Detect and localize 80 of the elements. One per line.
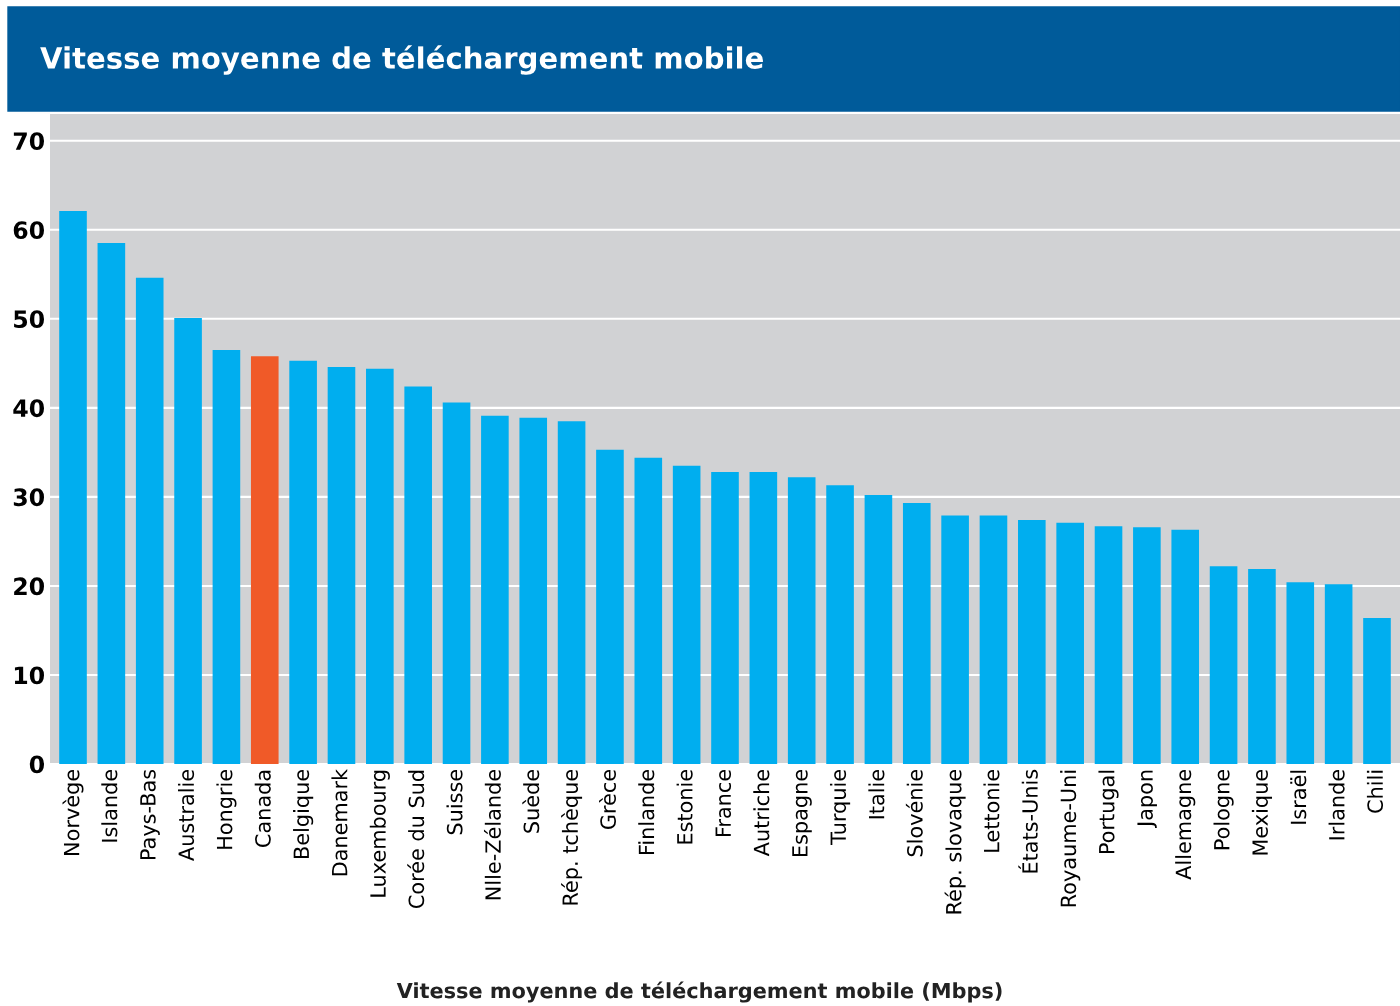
bar [1133,527,1161,764]
x-tick-label: Corée du Sud [407,770,425,909]
bar [787,477,816,764]
y-tick-label: 20 [14,577,45,596]
x-tick-label: Estonie [676,769,693,844]
y-tick-label: 40 [13,399,45,418]
y-tick-label: 10 [14,666,45,685]
bar [979,515,1008,764]
x-tick-label: Irlande [1328,769,1345,840]
bar [327,366,356,764]
x-tick-label: Israël [1290,770,1307,824]
bar [59,211,87,764]
bar [941,515,969,764]
x-tick-label: États-Unis [1018,769,1038,873]
x-tick-label: Suède [522,769,540,833]
bar [404,386,432,764]
bar [1018,520,1046,764]
bar [711,471,739,764]
x-tick-label: Autriche [753,769,770,857]
bar [1094,526,1123,764]
bar [1286,582,1315,764]
x-tick-label: Mexique [1251,769,1273,855]
x-tick-label: Norvège [62,769,84,855]
x-tick-label: Pologne [1213,769,1234,850]
bar [826,485,854,764]
y-tick-label: 30 [13,488,45,507]
x-tick-label: Italie [868,769,885,819]
bar [557,421,586,764]
bar [212,349,241,764]
x-tick-label: Rép. tchèque [561,769,583,905]
x-tick-label: Slovénie [905,769,923,857]
x-tick-label: Finlande [638,769,655,855]
x-tick-label: Danemark [331,768,348,876]
bar [174,317,202,764]
x-tick-label: Canada [254,770,271,847]
x-tick-label: Australie [177,769,195,861]
bar [289,360,317,764]
bar [596,449,624,764]
x-tick-label: Pays-Bas [140,769,160,860]
bar [481,415,509,764]
x-tick-label: Portugal [1098,770,1119,854]
bar [902,503,931,764]
y-tick-label: 70 [13,132,45,151]
x-tick-label: Turquie [829,769,851,845]
bar [864,495,893,764]
bar [634,457,663,764]
x-tick-label: Islande [101,769,118,842]
bar [250,356,279,764]
x-tick-label: Hongrie [216,769,237,849]
bar [749,471,778,764]
x-tick-label: Japon [1137,770,1157,829]
y-tick-label: 60 [13,221,45,240]
bar [366,368,394,764]
x-tick-label: Royaume-Uni [1060,770,1081,907]
x-tick-label: Chili [1366,770,1384,813]
y-tick-label: 50 [14,310,45,329]
bar [1056,522,1084,764]
y-tick-label: 0 [29,755,45,774]
bar [672,465,701,764]
x-tick-label: Belgique [293,769,314,858]
x-tick-label: Nlle-Zélande [483,769,501,900]
bar [1324,584,1353,764]
bar [1363,617,1391,764]
x-tick-label: Luxembourg [369,770,390,897]
chart-title: Vitesse moyenne de téléchargement mobile [40,45,763,75]
bar [1209,566,1238,764]
x-tick-label: Grèce [599,769,616,830]
bar [1171,529,1200,764]
x-axis-title: Vitesse moyenne de téléchargement mobile (Mbps) [396,981,1002,1003]
x-tick-label: Rép. slovaque [944,769,966,914]
x-tick-label: Espagne [792,769,812,857]
x-tick-label: France [715,769,732,837]
bar [1248,569,1276,764]
x-tick-label: Lettonie [983,769,1000,852]
bar [97,243,126,764]
x-tick-label: Allemagne [1175,769,1196,880]
bar [135,277,164,764]
bar [519,417,548,764]
x-tick-label: Suisse [446,769,463,835]
bar [442,402,471,764]
